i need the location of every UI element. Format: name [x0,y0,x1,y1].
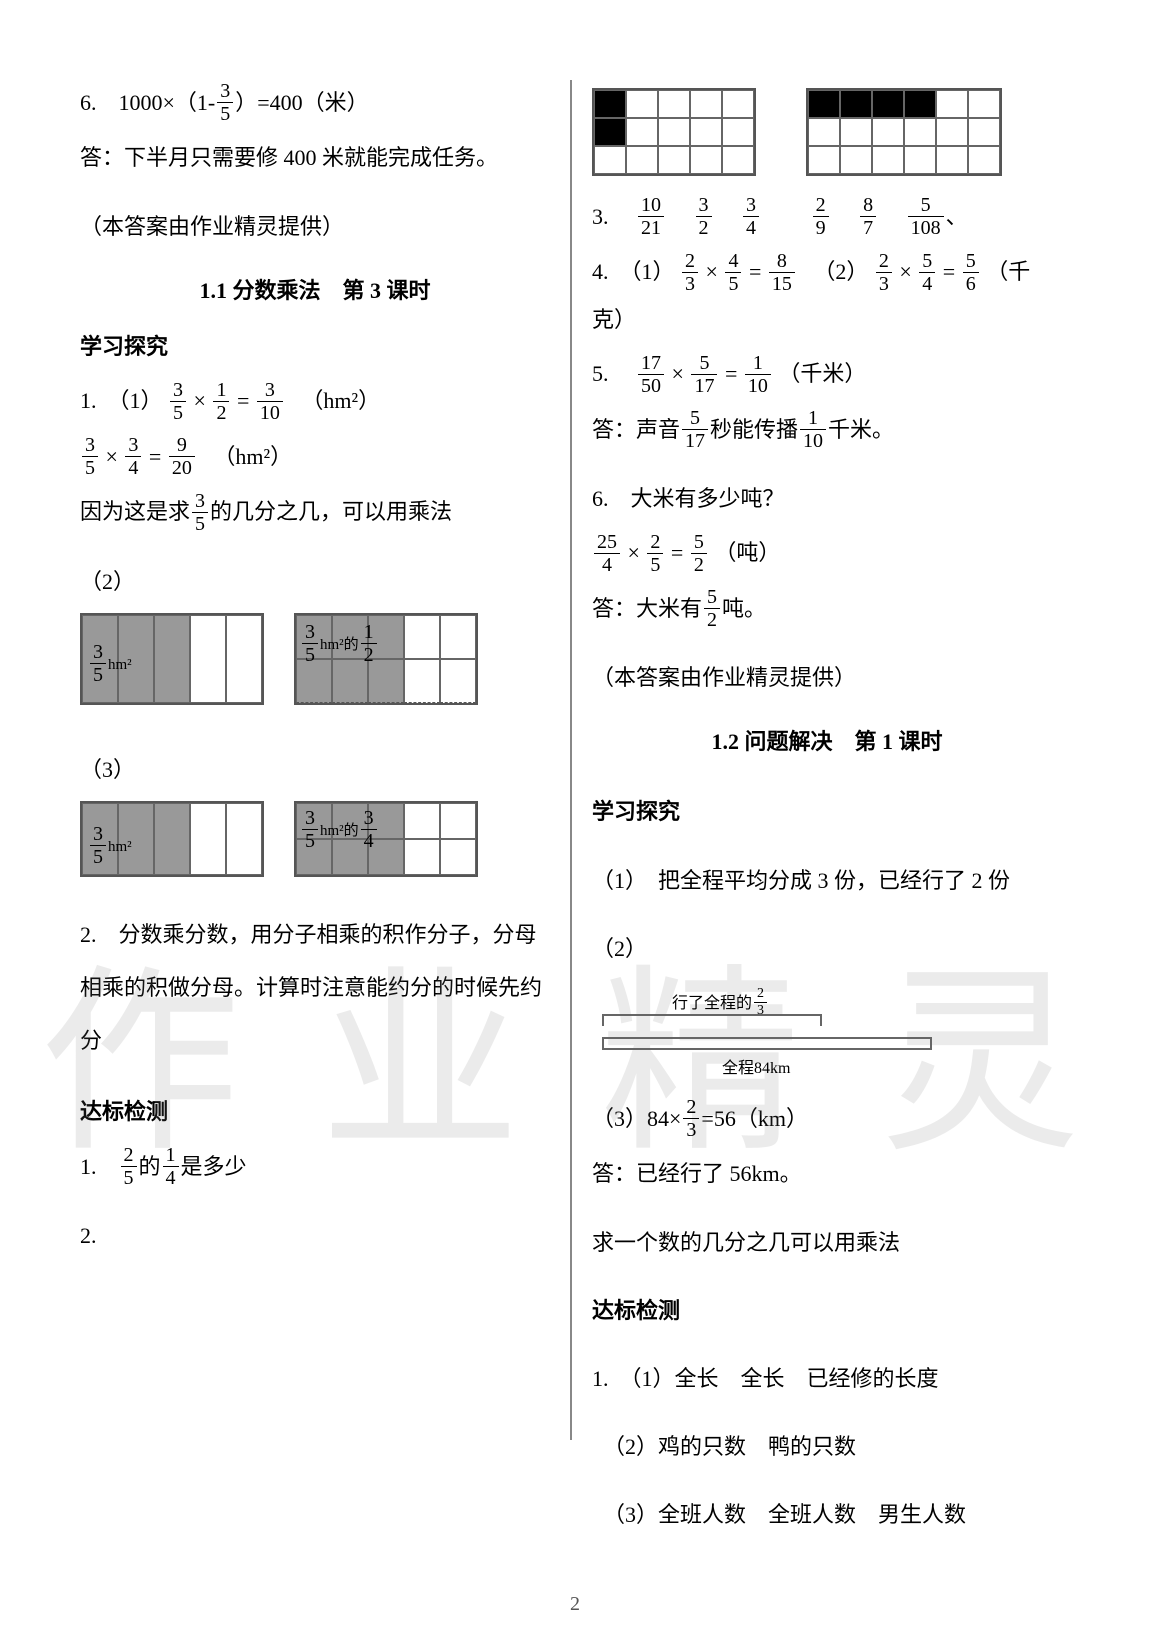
q1-1-line1: 1. （1） 35 × 12 = 310 （hm²） [80,378,550,425]
frac: 35 [192,490,208,535]
frac: 35 [82,434,98,479]
left-column: 6. 1000×（1-35）=400（米） 答：下半月只需要修 400 米就能完… [80,80,570,1606]
check-c3: （3）全班人数 全班人数 男生人数 [592,1492,1062,1538]
check-c1: 1. （1）全长 全长 已经修的长度 [592,1356,1062,1402]
diagram-3: 35hm² 35hm²的34 [80,801,550,877]
q3-line: 3. 1021 32 34 29 87 5108、 [592,194,1062,241]
page-columns: 6. 1000×（1-35）=400（米） 答：下半月只需要修 400 米就能完… [80,80,1070,1606]
frac: 14 [163,1144,179,1189]
sub3-label: （3） [80,747,550,793]
text: （3）84× [592,1106,681,1131]
check-heading-right: 达标检测 [592,1288,1062,1334]
unit: （hm²） [312,388,380,413]
unit: （千米） [778,361,866,386]
p2: （2） [592,926,1062,972]
q6-note: （本答案由作业精灵提供） [80,204,550,250]
page-number: 2 [0,1593,1150,1616]
q1-1-line2: 35 × 34 = 920 （hm²） [80,434,550,481]
frac: 12 [213,379,229,424]
text: =56（km） [701,1106,808,1131]
study-heading: 学习探究 [80,324,550,370]
q6-answer-right: 答：大米有52吨。 [592,586,1062,633]
frac: 34 [125,434,141,479]
text: 1. （1） [80,388,163,413]
unit: hm² [108,650,132,682]
q5-answer: 答：声音517秒能传播110千米。 [592,407,1062,454]
text: 答：声音 [592,417,680,442]
p1: （1） 把全程平均分成 3 份，已经行了 2 份 [592,858,1062,904]
text: 吨。 [722,596,766,621]
diagram-2-right: 35hm²的12 [294,613,478,705]
text: 因为这是求 [80,499,190,524]
section-title-1-2-1: 1.2 问题解决 第 1 课时 [592,719,1062,765]
p3-answer: 答：已经行了 56km。 [592,1151,1062,1197]
unit: （hm²） [224,444,292,469]
note-right: （本答案由作业精灵提供） [592,655,1062,701]
section-title-1-1-3: 1.1 分数乘法 第 3 课时 [80,268,550,314]
q6-expr: 6. 1000×（1-35）=400（米） [80,80,550,127]
q1-1-reason: 因为这是求35的几分之几，可以用乘法 [80,489,550,536]
top-grid-left [592,88,756,176]
text: 全程84km [722,1052,790,1086]
check-q2: 2. [80,1213,550,1259]
diagram-3-right: 35hm²的34 [294,801,478,877]
diagram-2-left: 35hm² [80,613,264,705]
text: （2） [802,259,868,284]
check-heading-left: 达标检测 [80,1089,550,1135]
q6-question: 6. 大米有多少吨？ [592,476,1062,522]
frac: 35 [170,379,186,424]
text: 6. 1000×（1- [80,90,215,115]
top-grid-right [806,88,1002,176]
q6-answer: 答：下半月只需要修 400 米就能完成任务。 [80,135,550,181]
unit: （吨） [714,540,780,565]
unit: hm² [108,832,132,864]
check-c2: （2）鸡的只数 鸭的只数 [592,1424,1062,1470]
text: hm²的 [320,630,359,662]
q5-line: 5. 1750 × 517 = 110 （千米） [592,351,1062,398]
check-q1: 1. 25的14是多少 [80,1144,550,1191]
method: 求一个数的几分之几可以用乘法 [592,1220,1062,1266]
frac: 920 [169,434,195,479]
q6-calc: 254 × 25 = 52 （吨） [592,530,1062,577]
frac: 310 [257,379,283,424]
right-column: 3. 1021 32 34 29 87 5108、 4. （1） 23 × 45… [572,80,1062,1606]
diagram-2: 35hm² 35hm²的12 [80,613,550,705]
frac: 25 [121,1144,137,1189]
text: 千米。 [828,417,894,442]
text: 、 [946,204,968,229]
text: 4. （1） [592,259,675,284]
study-heading-right: 学习探究 [592,789,1062,835]
text: ）=400（米） [235,90,368,115]
frac: 35 [217,80,233,125]
q4-line: 4. （1） 23 × 45 = 815 （2） 23 × 54 = 56 （千… [592,249,1062,343]
diagram-3-left: 35hm² [80,801,264,877]
number-line-diagram: 行了全程的23 全程84km [592,992,1062,1062]
top-grids [592,88,1062,176]
text: 5. [592,361,631,386]
text: 3. [592,204,631,229]
text: 的 [139,1154,161,1179]
text: hm²的 [320,816,359,848]
text: 答：大米有 [592,596,702,621]
text: 1. [80,1154,119,1179]
sub2-label: （2） [80,559,550,605]
p3-calc: （3）84×23=56（km） [592,1096,1062,1143]
text: 行了全程的 [672,995,752,1012]
text: 是多少 [181,1154,247,1179]
text: 秒能传播 [710,417,798,442]
text: 的几分之几，可以用乘法 [210,499,452,524]
rule-text: 2. 分数乘分数，用分子相乘的积作分子，分母相乘的积做分母。计算时注意能约分的时… [80,909,550,1067]
